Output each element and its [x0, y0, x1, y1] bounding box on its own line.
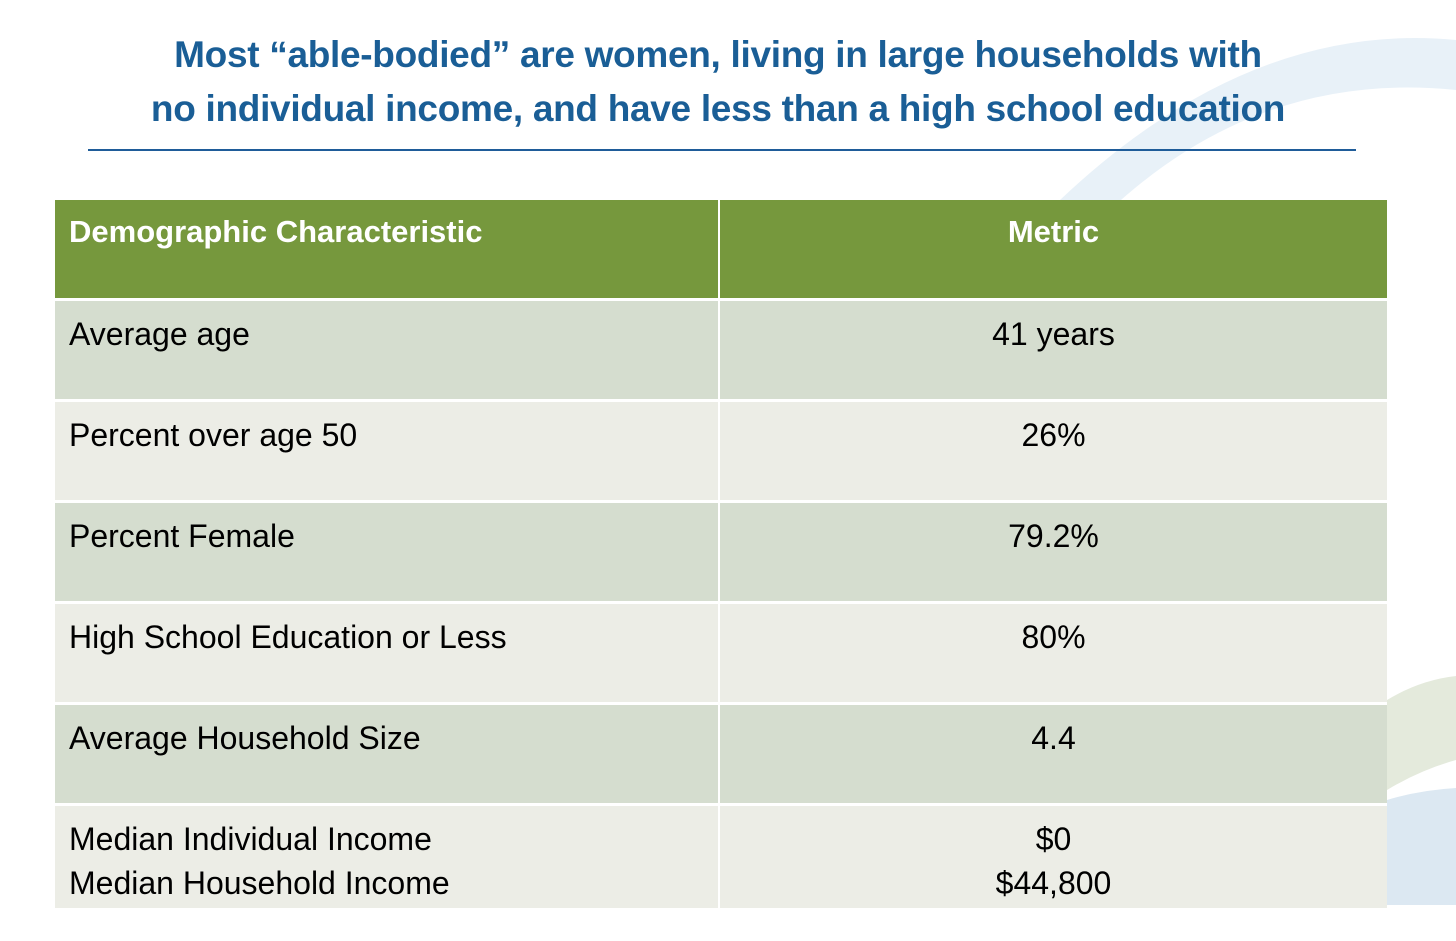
- table-cell: Median Individual Income Median Household…: [55, 806, 720, 908]
- table-row: Percent Female 79.2%: [55, 500, 1387, 601]
- title-line: Most “able-bodied” are women, living in …: [174, 34, 1262, 75]
- cell-text: 4.4: [1031, 720, 1076, 756]
- cell-text: Median Household Income: [69, 865, 450, 901]
- table-row: Median Individual Income Median Household…: [55, 803, 1387, 908]
- slide-title: Most “able-bodied” are women, living in …: [0, 28, 1436, 136]
- title-line: no individual income, and have less than…: [150, 88, 1286, 129]
- table-cell: Average Household Size: [55, 705, 720, 803]
- table-cell: $0 $44,800: [720, 806, 1387, 908]
- arc: [1387, 788, 1456, 905]
- cell-text: Percent over age 50: [69, 417, 358, 453]
- table-cell: Percent over age 50: [55, 402, 720, 500]
- table-row: Percent over age 50 26%: [55, 399, 1387, 500]
- table-cell: High School Education or Less: [55, 604, 720, 702]
- header-cell: Demographic Characteristic: [55, 200, 720, 298]
- cell-text: 41 years: [992, 316, 1115, 352]
- cell-text: $0: [1035, 821, 1072, 857]
- cell-text: Percent Female: [69, 518, 295, 554]
- arc: [1060, 38, 1456, 210]
- cell-text: Average age: [69, 316, 250, 352]
- header-cell: Metric: [1007, 214, 1100, 249]
- table-cell: 4.4: [720, 705, 1387, 803]
- table: Demographic Characteristic Metric Averag…: [55, 200, 1387, 908]
- arc: [1387, 676, 1456, 790]
- table-header: Demographic Characteristic Metric: [55, 200, 1387, 298]
- table-cell: Average age: [55, 301, 720, 399]
- cell-text: Median Individual Income: [69, 821, 432, 857]
- table-cell: 79.2%: [720, 503, 1387, 601]
- table-row: Average Household Size 4.4: [55, 702, 1387, 803]
- cell-text: 26%: [1021, 417, 1086, 453]
- cell-text: 80%: [1021, 619, 1086, 655]
- table-row: Average age 41 years: [55, 298, 1387, 399]
- cell-text: 79.2%: [1008, 518, 1099, 554]
- table-cell: Percent Female: [55, 503, 720, 601]
- table-row: High School Education or Less 80%: [55, 601, 1387, 702]
- cell-text: High School Education or Less: [69, 619, 507, 655]
- cell-text: $44,800: [995, 865, 1112, 901]
- cell-text: Average Household Size: [69, 720, 421, 756]
- table-cell: 41 years: [720, 301, 1387, 399]
- table-cell: 26%: [720, 402, 1387, 500]
- table-cell: 80%: [720, 604, 1387, 702]
- title-rule: [88, 149, 1356, 151]
